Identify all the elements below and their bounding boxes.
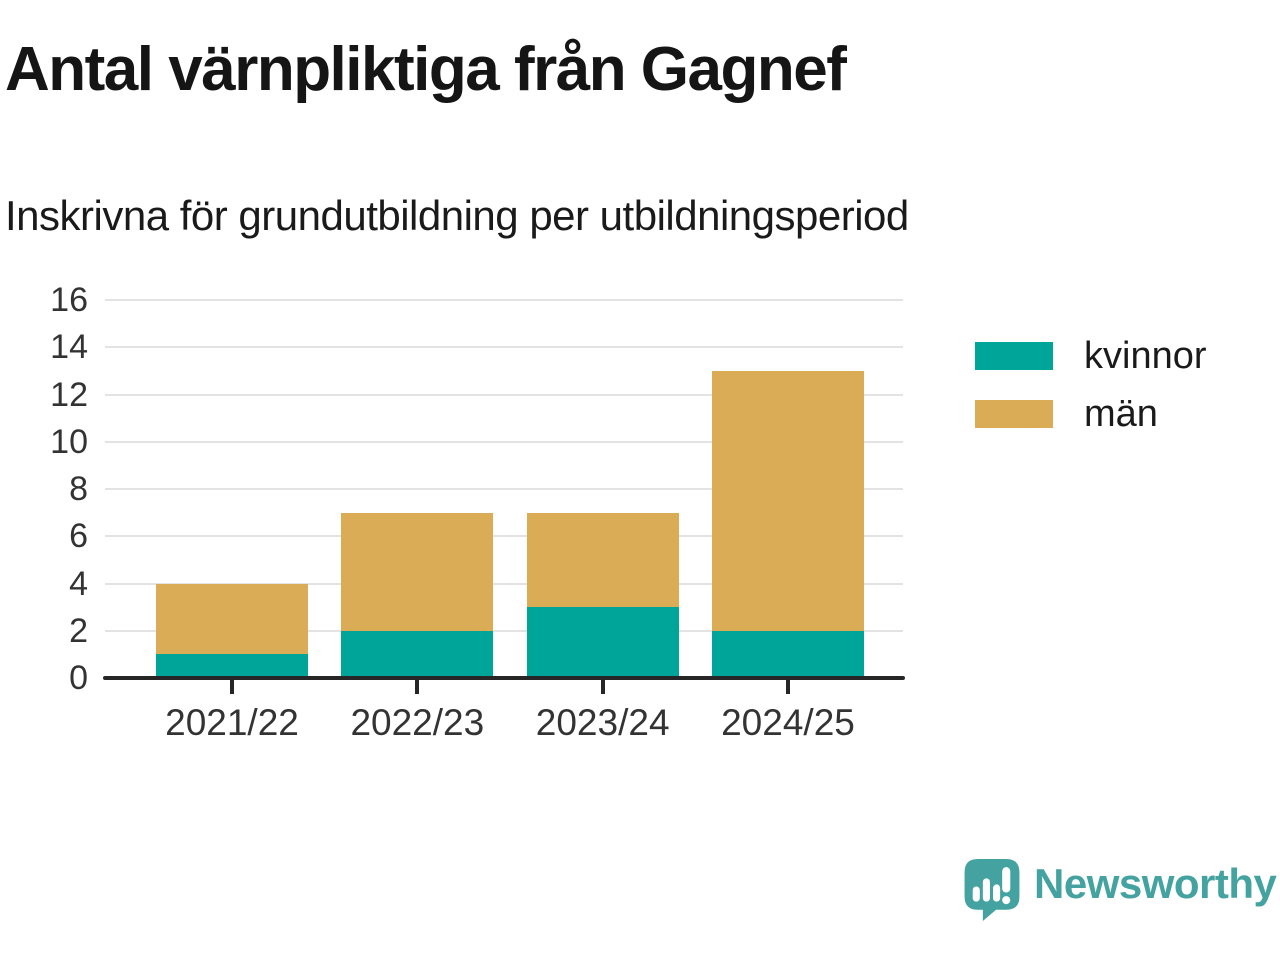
legend-swatch-kvinnor — [975, 342, 1053, 370]
y-axis-tick-label-14: 14 — [50, 328, 88, 367]
legend: kvinnor män — [975, 334, 1207, 450]
y-axis-tick-label-16: 16 — [50, 281, 88, 319]
legend-swatch-man — [975, 400, 1053, 428]
bar-segment-män-2022/23 — [341, 512, 494, 631]
logo-bar-1 — [972, 886, 980, 902]
gridline-4 — [105, 582, 903, 585]
y-axis-tick-label-12: 12 — [50, 375, 88, 414]
gridline-16 — [105, 299, 903, 301]
x-axis-tick-2022/23 — [415, 680, 420, 694]
legend-item-kvinnor: kvinnor — [975, 334, 1207, 378]
bar-segment-män-2023/24 — [526, 512, 679, 608]
legend-item-man: män — [975, 392, 1207, 436]
logo-exclamation-dot — [1002, 896, 1011, 905]
y-axis-tick-label-4: 4 — [69, 564, 88, 603]
gridline-12 — [105, 393, 903, 396]
chart-title: Antal värnpliktiga från Gagnef — [5, 35, 847, 104]
newsworthy-logo-text: Newsworthy — [1034, 860, 1277, 907]
gridline-6 — [105, 535, 903, 538]
x-axis-label-2023/24: 2023/24 — [535, 702, 670, 743]
x-axis-label-2024/25: 2024/25 — [721, 702, 855, 743]
bar-segment-kvinnor-2024/25 — [711, 630, 864, 678]
logo-bar-3 — [993, 884, 1001, 902]
x-axis-tick-2021/22 — [230, 680, 234, 694]
bar-segment-kvinnor-2023/24 — [526, 607, 679, 678]
newsworthy-logo-icon — [964, 859, 1020, 921]
logo-bar-2 — [982, 878, 990, 902]
x-axis-tick-2024/25 — [785, 680, 790, 694]
bar-segment-män-2024/25 — [711, 370, 864, 631]
gridline-14 — [105, 346, 903, 349]
x-axis-line — [103, 676, 905, 680]
x-axis-label-2022/23: 2022/23 — [350, 702, 485, 743]
bar-segment-kvinnor-2021/22 — [156, 654, 308, 678]
bar-segment-män-2021/22 — [156, 583, 308, 655]
legend-label-kvinnor: kvinnor — [1084, 334, 1207, 377]
y-axis-tick-label-2: 2 — [69, 611, 88, 650]
legend-label-man: män — [1084, 392, 1158, 435]
y-axis-tick-label-6: 6 — [69, 517, 88, 556]
x-axis-tick-2023/24 — [600, 680, 605, 694]
gridline-8 — [105, 488, 903, 490]
y-axis-tick-label-8: 8 — [69, 470, 88, 508]
y-axis-tick-label-0: 0 — [69, 659, 88, 697]
bar-segment-kvinnor-2022/23 — [341, 630, 494, 678]
chart-subtitle: Inskrivna för grundutbildning per utbild… — [5, 192, 909, 239]
branding: Newsworthy — [963, 858, 1277, 922]
x-axis-label-2021/22: 2021/22 — [165, 702, 299, 743]
gridline-2 — [105, 629, 903, 632]
logo-exclamation-bar — [1002, 867, 1011, 893]
gridline-10 — [105, 440, 903, 443]
y-axis-tick-label-10: 10 — [50, 422, 88, 461]
